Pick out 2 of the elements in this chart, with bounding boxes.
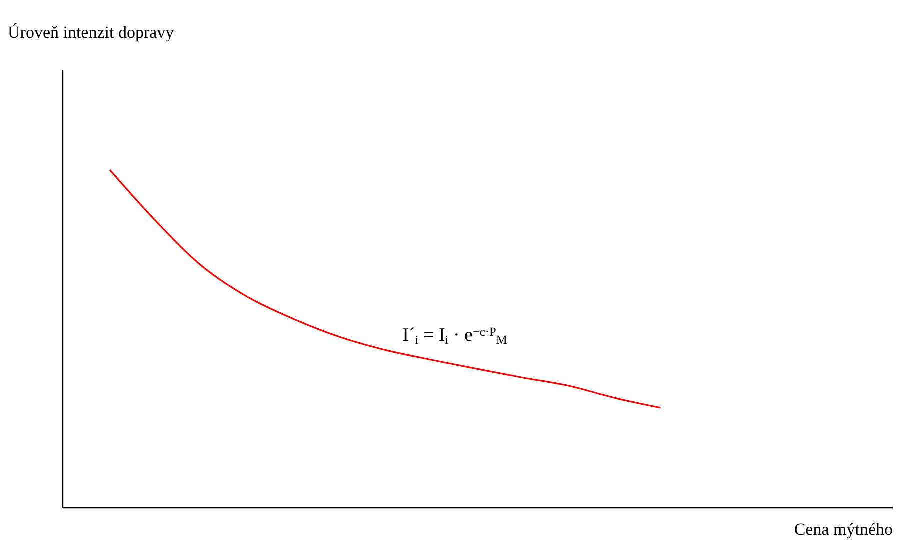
text: Cena mýtného: [794, 520, 893, 539]
text: Úroveň intenzit dopravy: [8, 23, 175, 42]
